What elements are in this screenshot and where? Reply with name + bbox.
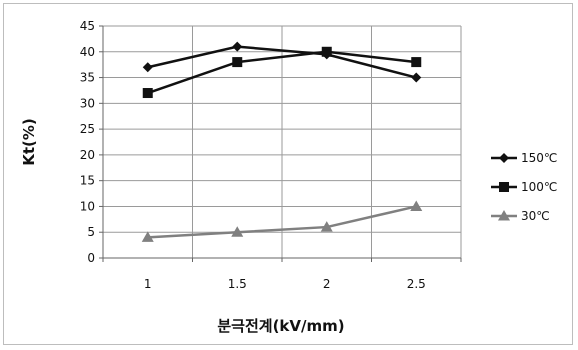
x-tick-label: 1 xyxy=(144,277,152,291)
y-tick-label: 25 xyxy=(80,122,95,136)
data-point xyxy=(142,62,153,73)
x-tick-label: 1.5 xyxy=(228,277,247,291)
data-point xyxy=(141,231,154,242)
x-tick-label: 2 xyxy=(323,277,331,291)
y-tick-label: 5 xyxy=(87,225,95,239)
data-point xyxy=(142,88,153,99)
x-axis-title: 분극전계(kV/mm) xyxy=(217,317,344,335)
legend-label: 150℃ xyxy=(521,151,557,165)
legend-label: 100℃ xyxy=(521,180,557,194)
legend-entry-0: 150℃ xyxy=(491,151,557,165)
series-line xyxy=(147,45,417,79)
y-tick-label: 40 xyxy=(80,45,95,59)
axes xyxy=(99,25,462,262)
y-tick-label: 10 xyxy=(80,199,95,213)
data-point xyxy=(232,57,243,68)
x-tick-label: 2.5 xyxy=(407,277,426,291)
tick-labels: 0 5 10 15 20 25 30 35 40 45 1 1.5 2 2.5 xyxy=(80,19,426,291)
data-point xyxy=(410,200,423,211)
y-tick-label: 15 xyxy=(80,174,95,188)
chart-frame: 0 5 10 15 20 25 30 35 40 45 1 1.5 2 2.5 150℃ 100℃ 30℃ K… xyxy=(3,3,573,345)
y-tick-label: 30 xyxy=(80,96,95,110)
legend: 150℃ 100℃ 30℃ xyxy=(491,151,557,223)
legend-entry-1: 100℃ xyxy=(491,180,557,194)
y-tick-label: 35 xyxy=(80,71,95,85)
data-point xyxy=(320,221,333,232)
line-chart: 0 5 10 15 20 25 30 35 40 45 1 1.5 2 2.5 150℃ 100℃ 30℃ K… xyxy=(20,19,557,335)
y-axis-title: Kt(%) xyxy=(20,118,38,166)
legend-marker xyxy=(499,182,509,192)
series-line xyxy=(147,50,417,95)
data-point xyxy=(321,46,332,57)
series-1 xyxy=(142,46,422,99)
data-point xyxy=(232,41,243,52)
data-point xyxy=(231,226,244,237)
legend-marker xyxy=(499,153,509,163)
data-point xyxy=(411,57,422,68)
legend-label: 30℃ xyxy=(521,209,550,223)
legend-marker xyxy=(498,210,510,221)
series-2 xyxy=(141,200,423,242)
series xyxy=(141,41,423,242)
y-tick-label: 45 xyxy=(80,19,95,33)
y-tick-label: 0 xyxy=(87,251,95,265)
y-tick-label: 20 xyxy=(80,148,95,162)
series-line xyxy=(147,205,417,239)
data-point xyxy=(411,72,422,83)
legend-entry-2: 30℃ xyxy=(491,209,550,223)
